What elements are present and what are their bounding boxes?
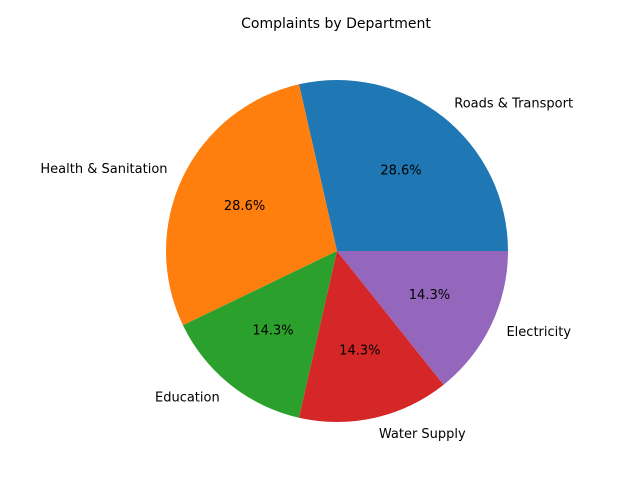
slice-percent-electricity: 14.3% — [409, 288, 450, 303]
pie-slice-roads-transport — [298, 80, 508, 251]
slice-percent-roads-transport: 28.6% — [380, 163, 421, 178]
slice-label-roads-transport: Roads & Transport — [454, 96, 573, 111]
slice-label-education: Education — [155, 391, 220, 406]
pie-slice-electricity — [337, 251, 508, 385]
slice-percent-water-supply: 14.3% — [339, 344, 380, 359]
slice-percent-education: 14.3% — [252, 324, 293, 339]
pie-labels: Roads & Transport 28.6% Health & Sanitatio… — [40, 96, 573, 441]
pie-slice-education — [182, 251, 337, 418]
slice-label-electricity: Electricity — [506, 325, 571, 340]
pie-slices — [165, 80, 508, 422]
pie-slice-water-supply — [298, 251, 444, 422]
chart-title: Complaints by Department — [241, 16, 431, 32]
slice-label-health-sanitation: Health & Sanitation — [40, 162, 167, 177]
slice-percent-health-sanitation: 28.6% — [224, 199, 265, 214]
slice-label-water-supply: Water Supply — [379, 427, 466, 442]
pie-slice-health-sanitation — [165, 84, 337, 326]
